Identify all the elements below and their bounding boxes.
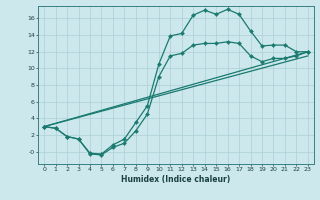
X-axis label: Humidex (Indice chaleur): Humidex (Indice chaleur) [121,175,231,184]
